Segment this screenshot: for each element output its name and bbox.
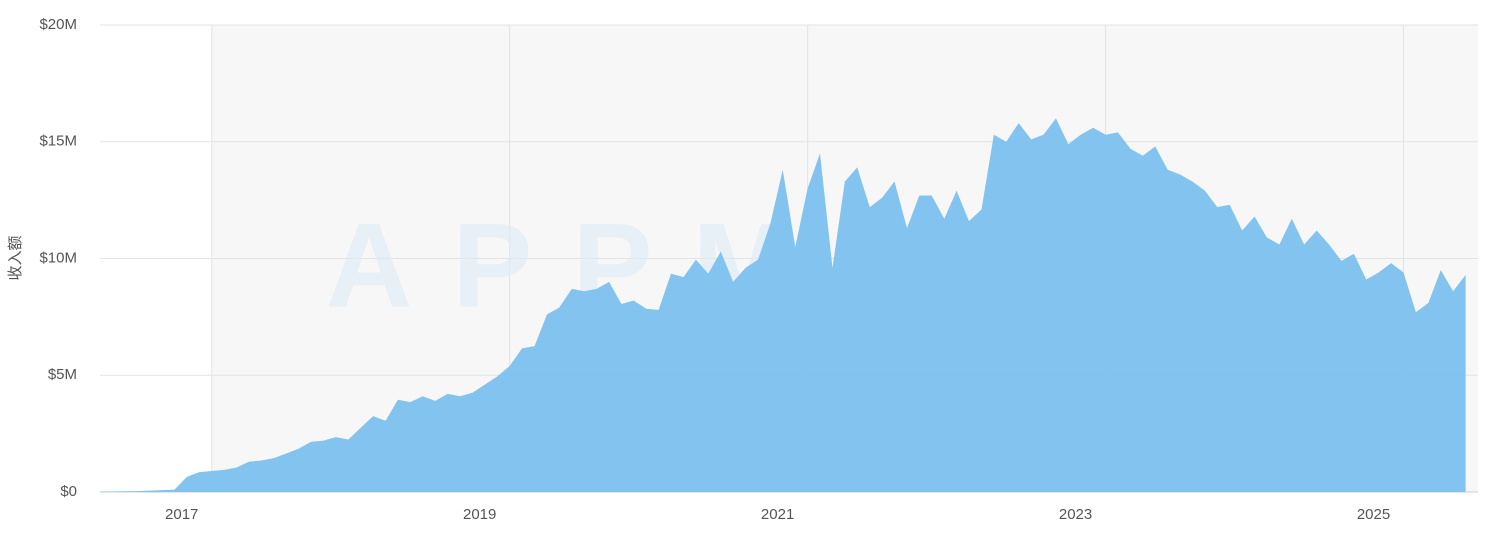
labels: $0 $5M $10M $15M $20M 2017 2019 2021 2023 2025 [39, 16, 1390, 523]
y-tick-label: $20M [39, 16, 77, 33]
x-tick-label: 2019 [463, 506, 496, 523]
marks [100, 118, 1466, 493]
y-axis-label: 收入额 [7, 235, 24, 280]
y-tick-label: $5M [48, 366, 77, 383]
revenue-area [100, 118, 1466, 493]
y-tick-label: $10M [39, 249, 77, 266]
x-tick-label: 2023 [1059, 506, 1092, 523]
y-tick-label: $15M [39, 133, 77, 150]
x-tick-label: 2021 [761, 506, 794, 523]
y-tick-label: $0 [60, 483, 77, 500]
x-tick-label: 2025 [1357, 506, 1390, 523]
x-tick-label: 2017 [165, 506, 198, 523]
